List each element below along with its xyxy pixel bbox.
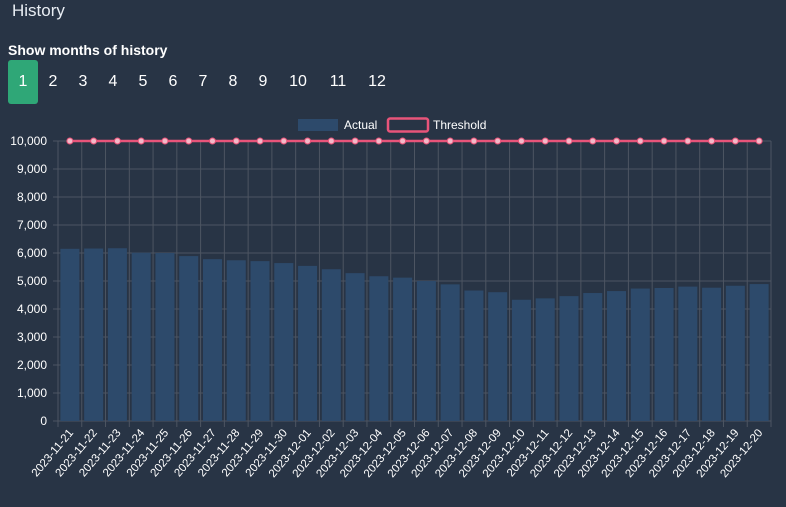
threshold-point [304,137,312,145]
legend-actual-label: Actual [344,118,377,132]
bar-actual [607,291,627,421]
bar-actual [393,277,413,421]
bar-actual [179,256,199,421]
threshold-point [90,137,98,145]
threshold-point [636,137,644,145]
months-of-history-label: Show months of history [8,42,168,58]
bar-actual [559,296,579,421]
threshold-point [399,137,407,145]
history-chart: 0 1,000 2,000 3,000 4,000 5,000 6,000 7,000 8,00… [10,117,772,480]
page-title: History [12,1,65,20]
bar-actual [345,273,365,421]
bar-actual [60,248,80,421]
month-option-10[interactable]: 10 [289,73,307,90]
y-tick-label: 8,000 [17,190,47,204]
threshold-point [208,137,216,145]
y-tick-label: 0 [40,414,47,428]
threshold-point [375,137,383,145]
bar-actual [131,252,151,421]
bar-actual [107,248,127,421]
bar-actual [702,287,722,421]
threshold-point [137,137,145,145]
y-tick-label: 1,000 [17,386,47,400]
threshold-point [185,137,193,145]
threshold-point [422,137,430,145]
month-option-7[interactable]: 7 [198,73,208,90]
threshold-point [589,137,597,145]
bar-actual [511,299,531,421]
threshold-point [351,137,359,145]
threshold-point [541,137,549,145]
bar-actual [464,290,484,421]
month-option-1[interactable]: 1 [8,60,38,104]
legend-threshold-label: Threshold [433,118,486,132]
month-option-5[interactable]: 5 [138,73,148,90]
months-selector: 1 2 3 4 5 6 7 8 9 10 11 12 [8,60,396,104]
month-option-11[interactable]: 11 [329,73,347,90]
y-tick-label: 9,000 [17,162,47,176]
threshold-point [327,137,335,145]
threshold-point [517,137,525,145]
threshold-point [684,137,692,145]
month-option-3[interactable]: 3 [78,73,88,90]
bar-actual [416,281,436,421]
threshold-point [66,137,74,145]
month-option-8[interactable]: 8 [228,73,238,90]
month-option-2[interactable]: 2 [48,73,58,90]
y-tick-label: 5,000 [17,274,47,288]
month-option-4[interactable]: 4 [108,73,118,90]
threshold-point [470,137,478,145]
month-option-6[interactable]: 6 [168,73,178,90]
bar-actual [321,269,341,421]
bar-actual [202,259,222,421]
bar-actual [583,293,603,421]
threshold-point [113,137,121,145]
bar-actual [725,285,745,421]
bar-actual [535,298,555,421]
bar-actual [678,286,698,421]
threshold-point [256,137,264,145]
bar-actual [274,263,294,421]
legend-threshold-swatch [386,117,430,133]
y-tick-label: 2,000 [17,358,47,372]
threshold-point [660,137,668,145]
bar-actual [440,284,460,421]
threshold-point [708,137,716,145]
y-tick-label: 7,000 [17,218,47,232]
y-tick-label: 3,000 [17,330,47,344]
bar-actual [226,260,246,421]
month-option-12[interactable]: 12 [368,73,386,90]
bar-actual [488,292,508,421]
month-option-9[interactable]: 9 [258,73,268,90]
legend-actual-swatch [298,119,338,131]
threshold-point [494,137,502,145]
bar-actual [369,276,389,421]
threshold-point [613,137,621,145]
bar-actual [298,265,318,421]
threshold-point [161,137,169,145]
bar-actual [630,288,650,421]
threshold-point [565,137,573,145]
bar-actual [654,288,674,421]
threshold-point [446,137,454,145]
bar-actual [749,284,769,421]
threshold-point [755,137,763,145]
threshold-point [232,137,240,145]
threshold-point [280,137,288,145]
threshold-point [731,137,739,145]
y-tick-label: 4,000 [17,302,47,316]
bar-actual [84,248,104,421]
y-tick-label: 10,000 [10,134,47,148]
bar-actual [250,261,270,421]
y-tick-label: 6,000 [17,246,47,260]
bar-actual [155,253,175,421]
